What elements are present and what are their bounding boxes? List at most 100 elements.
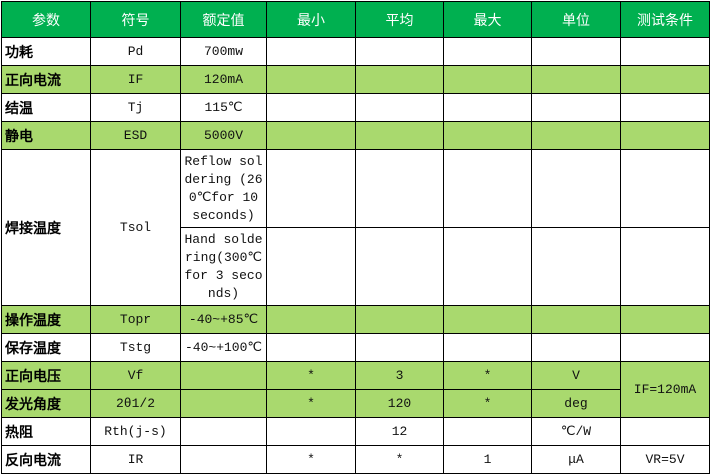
param-cell: 发光角度 [1, 389, 91, 418]
max-cell [443, 333, 532, 362]
unit-cell [531, 149, 621, 228]
header-min: 最小 [266, 1, 356, 38]
cond-cell [620, 227, 710, 306]
unit-cell [531, 333, 621, 362]
condition-cell [620, 93, 710, 122]
avg-cell: 120 [355, 389, 444, 418]
condition-cell [620, 65, 710, 94]
unit-cell [531, 65, 621, 94]
min-cell [266, 65, 356, 94]
condition-cell [620, 333, 710, 362]
min-cell [266, 305, 356, 334]
param-cell: 正向电压 [1, 361, 91, 390]
max-cell: 1 [443, 445, 532, 474]
condition-cell [620, 417, 710, 446]
rating-cell: 115℃ [180, 93, 267, 122]
param-cell: 热阻 [1, 417, 91, 446]
rating-cell: -40~+100℃ [180, 333, 267, 362]
min-cell [266, 37, 356, 66]
symbol-cell: Vf [90, 361, 181, 390]
max-cell: * [443, 389, 532, 418]
min-cell: * [266, 361, 356, 390]
condition-cell [620, 121, 710, 150]
rating-cell: Hand soldering(300℃for 3 seconds) [180, 227, 267, 306]
symbol-cell: Tstg [90, 333, 181, 362]
avg-cell: * [355, 445, 444, 474]
avg-cell [355, 305, 444, 334]
unit-cell [531, 227, 621, 306]
cond-cell [620, 149, 710, 228]
avg-cell [355, 65, 444, 94]
table-row: 静电 ESD 5000V [1, 121, 710, 150]
symbol-cell: Topr [90, 305, 181, 334]
min-cell [266, 149, 356, 228]
symbol-cell: 2θ1/2 [90, 389, 181, 418]
min-cell: * [266, 445, 356, 474]
max-cell [443, 305, 532, 334]
header-rating: 额定值 [180, 1, 267, 38]
table-row: 热阻 Rth(j-s) 12 ℃/W [1, 417, 710, 446]
param-cell: 保存温度 [1, 333, 91, 362]
table-row: 操作温度 Topr -40~+85℃ [1, 305, 710, 334]
param-cell: 反向电流 [1, 445, 91, 474]
table-row: 正向电流 IF 120mA [1, 65, 710, 94]
max-cell [443, 417, 532, 446]
unit-cell: ℃/W [531, 417, 621, 446]
param-cell: 功耗 [1, 37, 91, 66]
max-cell [443, 227, 532, 306]
max-cell [443, 37, 532, 66]
symbol-cell: IF [90, 65, 181, 94]
unit-cell [531, 305, 621, 334]
symbol-cell: Tsol [90, 149, 181, 306]
min-cell [266, 93, 356, 122]
rating-cell: 5000V [180, 121, 267, 150]
avg-cell: 12 [355, 417, 444, 446]
param-cell: 操作温度 [1, 305, 91, 334]
min-cell [266, 227, 356, 306]
avg-cell [355, 333, 444, 362]
rating-cell: -40~+85℃ [180, 305, 267, 334]
min-cell: * [266, 389, 356, 418]
max-cell: * [443, 361, 532, 390]
rating-cell: 120mA [180, 65, 267, 94]
table-row: 结温 Tj 115℃ [1, 93, 710, 122]
header-unit: 单位 [531, 1, 621, 38]
table-row: 焊接温度 Tsol Reflow soldering (260℃for 10 sec… [1, 149, 710, 306]
header-condition: 测试条件 [620, 1, 710, 38]
unit-cell [531, 121, 621, 150]
max-cell [443, 65, 532, 94]
header-max: 最大 [443, 1, 532, 38]
min-cell [266, 417, 356, 446]
param-cell: 焊接温度 [1, 149, 91, 306]
table-row: 功耗 Pd 700mw [1, 37, 710, 66]
table-row: 正向电压 Vf * 3 * V IF=120mA [1, 361, 710, 418]
header-avg: 平均 [355, 1, 444, 38]
avg-cell [355, 93, 444, 122]
unit-cell: V [531, 361, 621, 390]
condition-cell [620, 305, 710, 334]
avg-cell [355, 121, 444, 150]
avg-cell [355, 227, 444, 306]
table-row: Hand soldering(300℃for 3 seconds) [2, 227, 710, 306]
symbol-cell: Pd [90, 37, 181, 66]
max-cell [443, 93, 532, 122]
rating-cell [180, 361, 267, 390]
max-cell [443, 121, 532, 150]
unit-cell: μA [531, 445, 621, 474]
rating-cell [180, 389, 267, 418]
symbol-cell: ESD [90, 121, 181, 150]
header-row: 参数 符号 额定值 最小 平均 最大 单位 测试条件 [1, 1, 710, 38]
avg-cell: 3 [355, 361, 444, 390]
symbol-cell: IR [90, 445, 181, 474]
header-param: 参数 [1, 1, 91, 38]
avg-cell [355, 149, 444, 228]
rating-cell [180, 417, 267, 446]
table-row: 保存温度 Tstg -40~+100℃ [1, 333, 710, 362]
symbol-cell: Tj [90, 93, 181, 122]
unit-cell: deg [531, 389, 621, 418]
unit-cell [531, 37, 621, 66]
table-row: 发光角度 2θ1/2 * 120 * deg [1, 389, 710, 418]
symbol-cell: Rth(j-s) [90, 417, 181, 446]
unit-cell [531, 93, 621, 122]
